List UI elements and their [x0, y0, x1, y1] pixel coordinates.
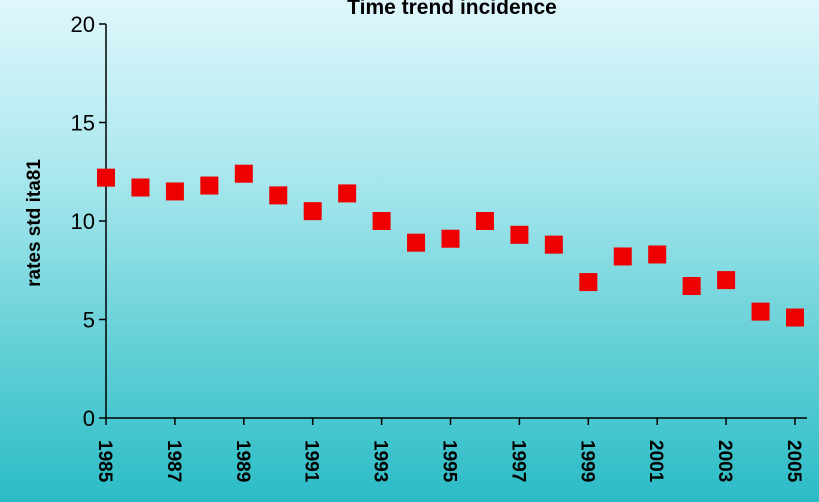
chart-title: Time trend incidence: [347, 0, 557, 19]
y-tick-label: 10: [71, 209, 95, 234]
x-tick-label: 1995: [439, 440, 460, 483]
data-point: [510, 225, 529, 244]
data-point: [234, 164, 253, 183]
data-point: [338, 184, 357, 203]
x-tick-label: 2003: [714, 440, 735, 482]
x-tick-label: 1991: [301, 440, 322, 483]
x-tick-label: 1999: [576, 440, 597, 482]
data-point: [613, 247, 632, 266]
y-tick-label: 15: [71, 111, 95, 136]
y-axis-label: rates std ita81: [24, 159, 45, 287]
x-tick-label: 2005: [783, 440, 804, 483]
x-tick-label: 1985: [94, 440, 115, 483]
data-point: [786, 308, 804, 327]
x-tick-label: 1987: [163, 440, 184, 482]
data-point: [579, 273, 598, 292]
y-tick-label: 0: [83, 406, 95, 431]
data-point: [407, 233, 426, 252]
x-tick-label: 1989: [232, 440, 253, 482]
x-tick-label: 1997: [507, 440, 528, 482]
y-tick-label: 5: [83, 308, 95, 333]
axes: 0 5 10 15 20 1985 1987 1989 1991 1993 1995 1997 1999…: [71, 12, 807, 483]
data-point: [751, 302, 770, 321]
data-point: [717, 271, 736, 290]
data-point: [269, 186, 288, 205]
data-point: [165, 182, 184, 201]
data-point: [544, 235, 563, 254]
data-point: [131, 178, 150, 197]
data-point: [97, 168, 115, 187]
data-points: [97, 164, 804, 327]
y-tick-label: 20: [71, 12, 95, 37]
data-point: [200, 176, 219, 195]
data-point: [682, 277, 701, 296]
data-point: [475, 212, 494, 230]
x-tick-label: 1993: [370, 440, 391, 482]
data-point: [303, 202, 322, 221]
x-tick-label: 2001: [645, 440, 666, 483]
data-point: [372, 212, 391, 230]
data-point: [441, 229, 460, 248]
data-point: [648, 245, 667, 264]
